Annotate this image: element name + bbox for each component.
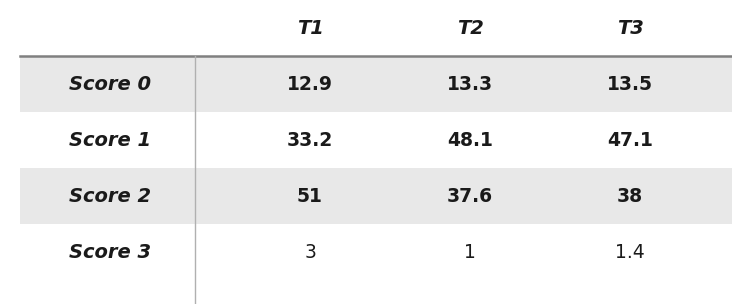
Text: Score 3: Score 3 [69, 243, 151, 261]
Text: T1: T1 [296, 19, 324, 37]
Text: 33.2: 33.2 [287, 130, 333, 150]
Text: 47.1: 47.1 [607, 130, 653, 150]
Text: Score 0: Score 0 [69, 74, 151, 94]
Text: 12.9: 12.9 [287, 74, 333, 94]
Text: 1.4: 1.4 [615, 243, 645, 261]
FancyBboxPatch shape [20, 56, 732, 112]
Text: 48.1: 48.1 [447, 130, 493, 150]
Text: 37.6: 37.6 [447, 186, 493, 206]
Text: T3: T3 [616, 19, 643, 37]
Text: 38: 38 [617, 186, 643, 206]
Text: 13.5: 13.5 [607, 74, 653, 94]
Text: 51: 51 [297, 186, 323, 206]
Text: 13.3: 13.3 [447, 74, 493, 94]
FancyBboxPatch shape [20, 168, 732, 224]
Text: Score 2: Score 2 [69, 186, 151, 206]
Text: Score 1: Score 1 [69, 130, 151, 150]
Text: 3: 3 [304, 243, 316, 261]
Text: T2: T2 [457, 19, 483, 37]
Text: 1: 1 [464, 243, 476, 261]
